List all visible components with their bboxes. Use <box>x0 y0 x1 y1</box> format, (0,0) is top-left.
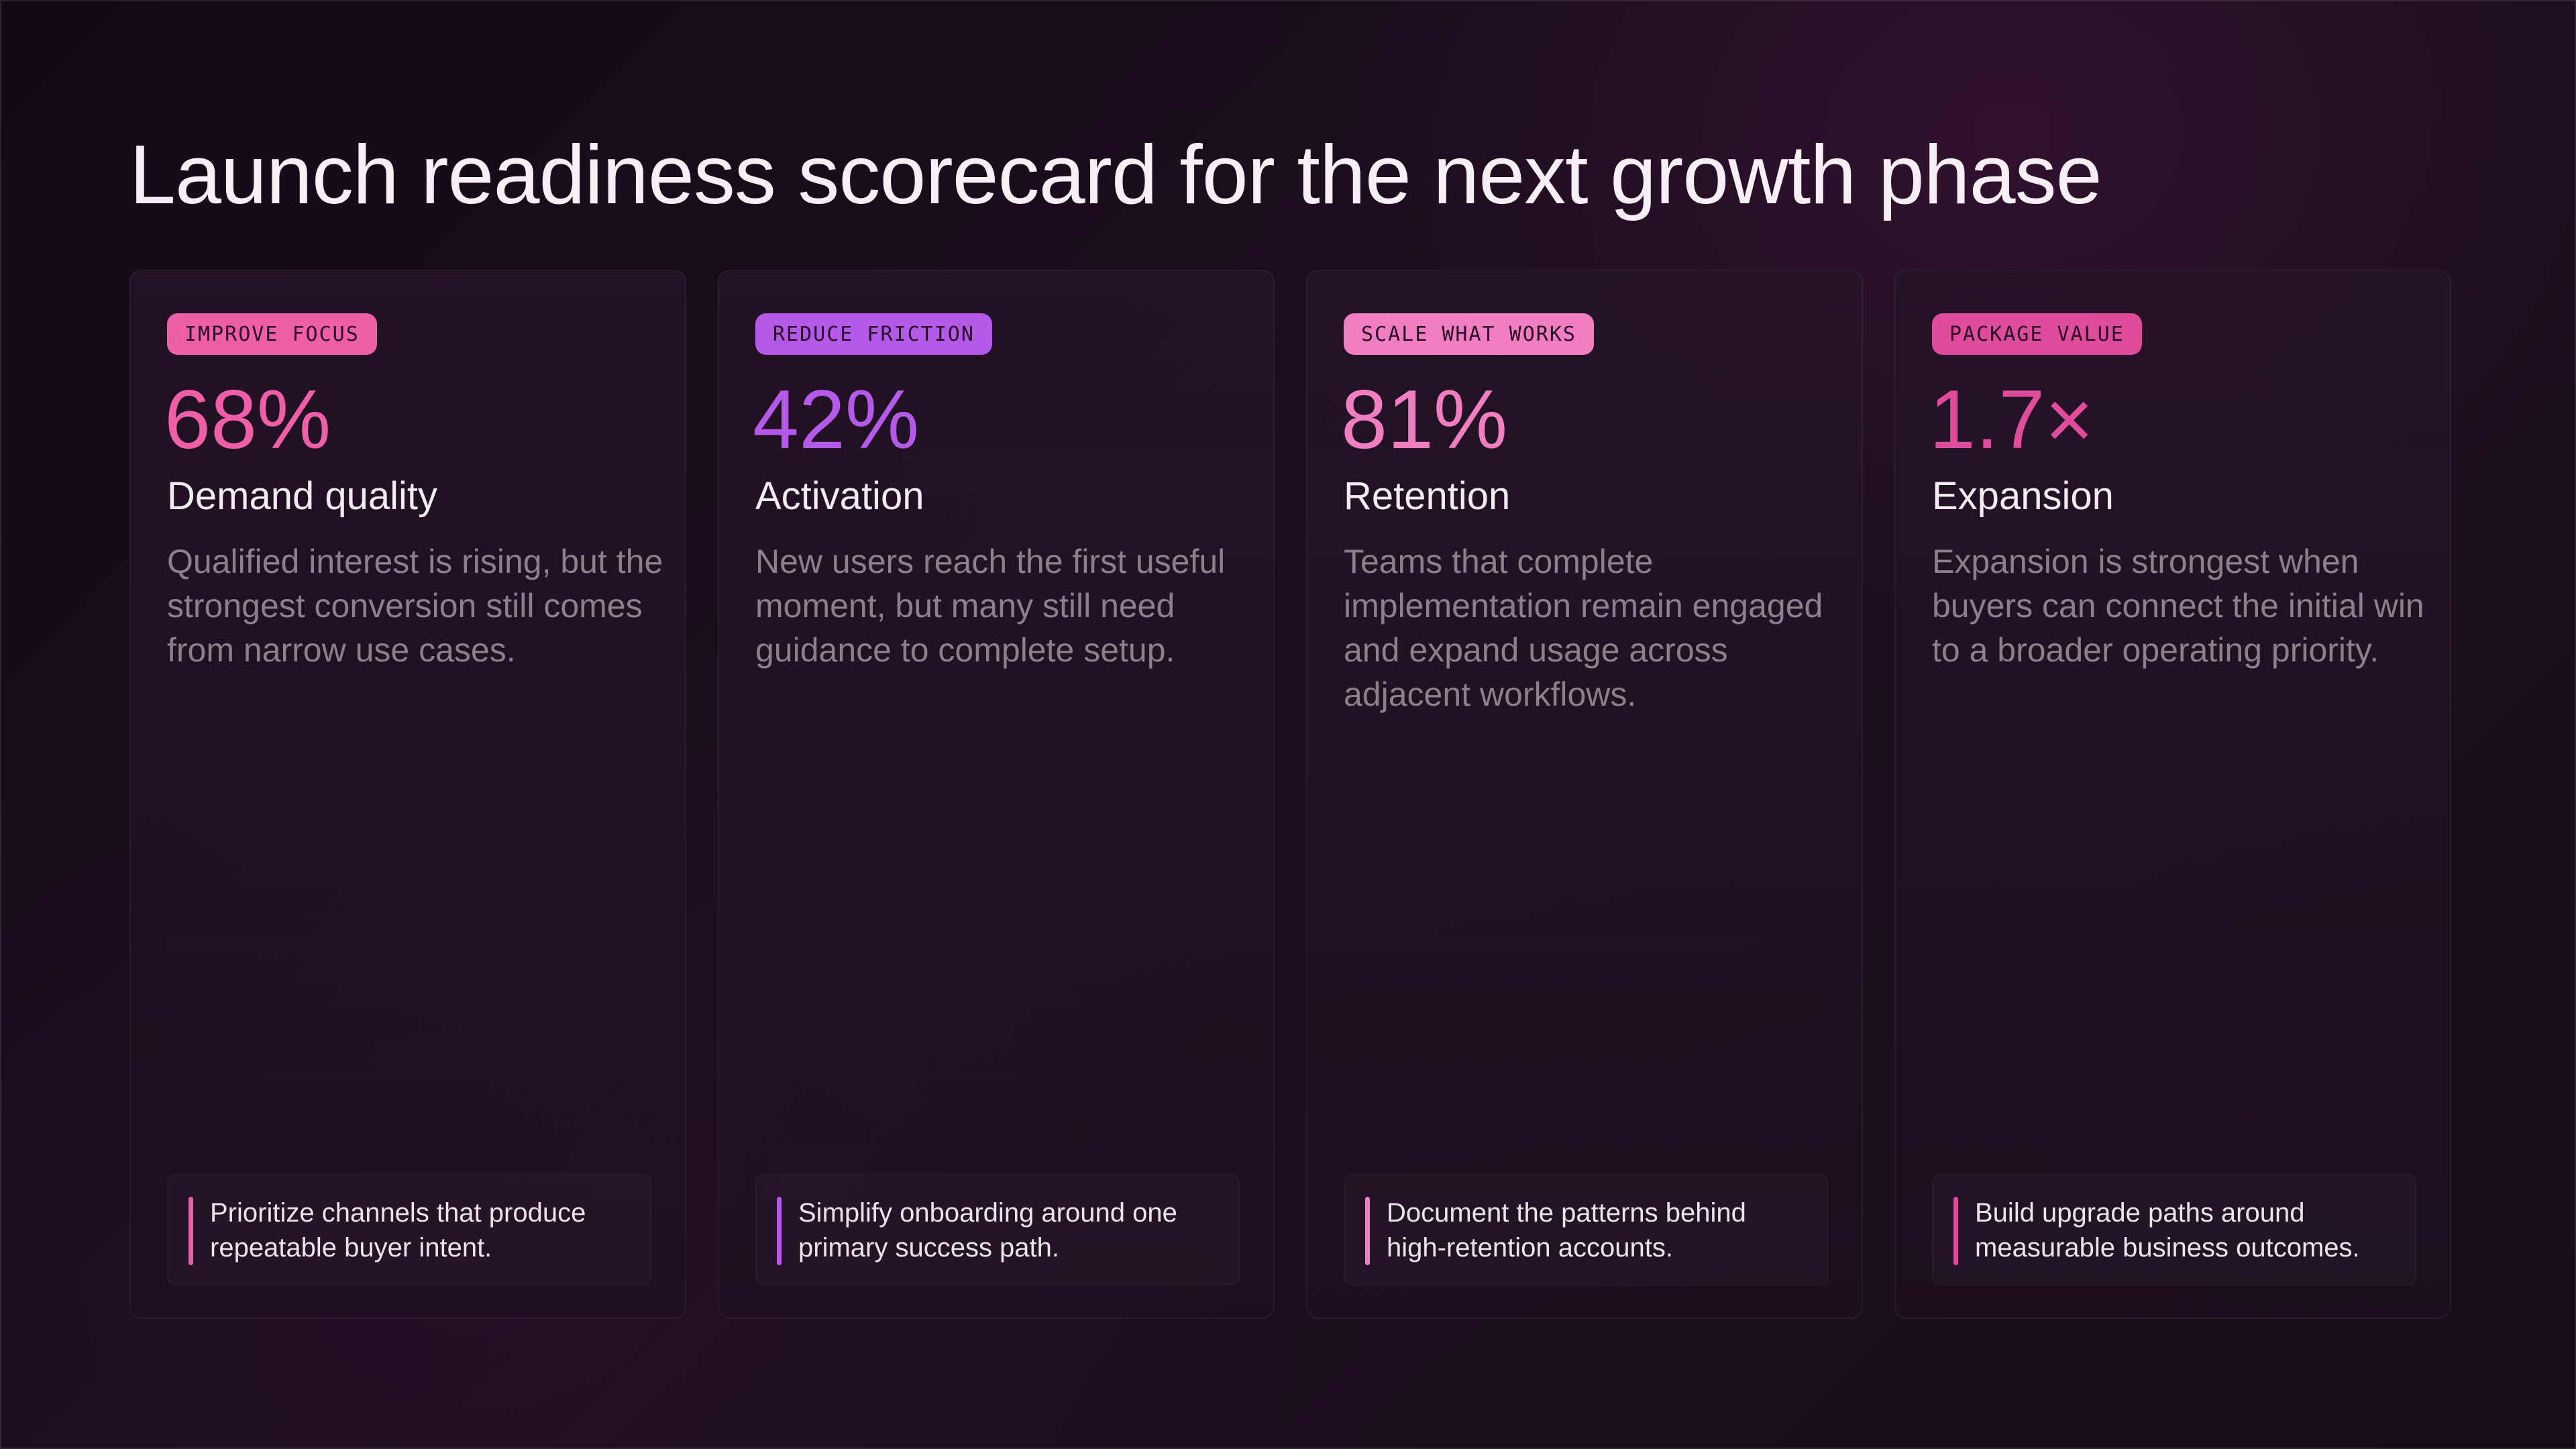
card-metric-value: 42% <box>753 374 920 466</box>
accent-bar <box>1953 1197 1958 1265</box>
card-action-text: Prioritize channels that produce repeata… <box>210 1198 586 1263</box>
card-activation: REDUCE FRICTION 42% Activation New users… <box>718 270 1275 1319</box>
card-description: Qualified interest is rising, but the st… <box>167 543 663 669</box>
card-description: Teams that complete implementation remai… <box>1344 543 1823 713</box>
card-tag-badge: IMPROVE FOCUS <box>167 313 377 355</box>
card-action-box: Simplify onboarding around one primary s… <box>755 1174 1240 1285</box>
card-tag-badge: SCALE WHAT WORKS <box>1344 313 1594 355</box>
accent-bar <box>777 1197 782 1265</box>
accent-bar <box>189 1197 193 1265</box>
card-action-box: Document the patterns behind high-retent… <box>1344 1174 1828 1285</box>
card-heading: Expansion <box>1932 474 2114 518</box>
card-description: Expansion is strongest when buyers can c… <box>1932 543 2424 669</box>
card-tag-badge: PACKAGE VALUE <box>1932 313 2142 355</box>
scorecard-grid: IMPROVE FOCUS 68% Demand quality Qualifi… <box>129 270 2451 1319</box>
card-description: New users reach the first useful moment,… <box>755 543 1226 669</box>
card-tag-badge: REDUCE FRICTION <box>755 313 992 355</box>
card-action-box: Prioritize channels that produce repeata… <box>167 1174 651 1285</box>
card-heading: Retention <box>1344 474 1511 518</box>
card-retention: SCALE WHAT WORKS 81% Retention Teams tha… <box>1306 270 1863 1319</box>
card-expansion: PACKAGE VALUE 1.7× Expansion Expansion i… <box>1894 270 2451 1319</box>
card-action-text: Build upgrade paths around measurable bu… <box>1975 1198 2360 1263</box>
card-action-text: Document the patterns behind high-retent… <box>1387 1198 1746 1263</box>
card-action-text: Simplify onboarding around one primary s… <box>798 1198 1177 1263</box>
card-metric-value: 81% <box>1341 374 1508 466</box>
card-heading: Activation <box>755 474 924 518</box>
card-demand-quality: IMPROVE FOCUS 68% Demand quality Qualifi… <box>129 270 686 1319</box>
card-heading: Demand quality <box>167 474 437 518</box>
card-metric-value: 1.7× <box>1929 374 2094 466</box>
page-title: Launch readiness scorecard for the next … <box>129 129 2102 221</box>
card-action-box: Build upgrade paths around measurable bu… <box>1932 1174 2416 1285</box>
accent-bar <box>1365 1197 1370 1265</box>
card-metric-value: 68% <box>164 374 331 466</box>
